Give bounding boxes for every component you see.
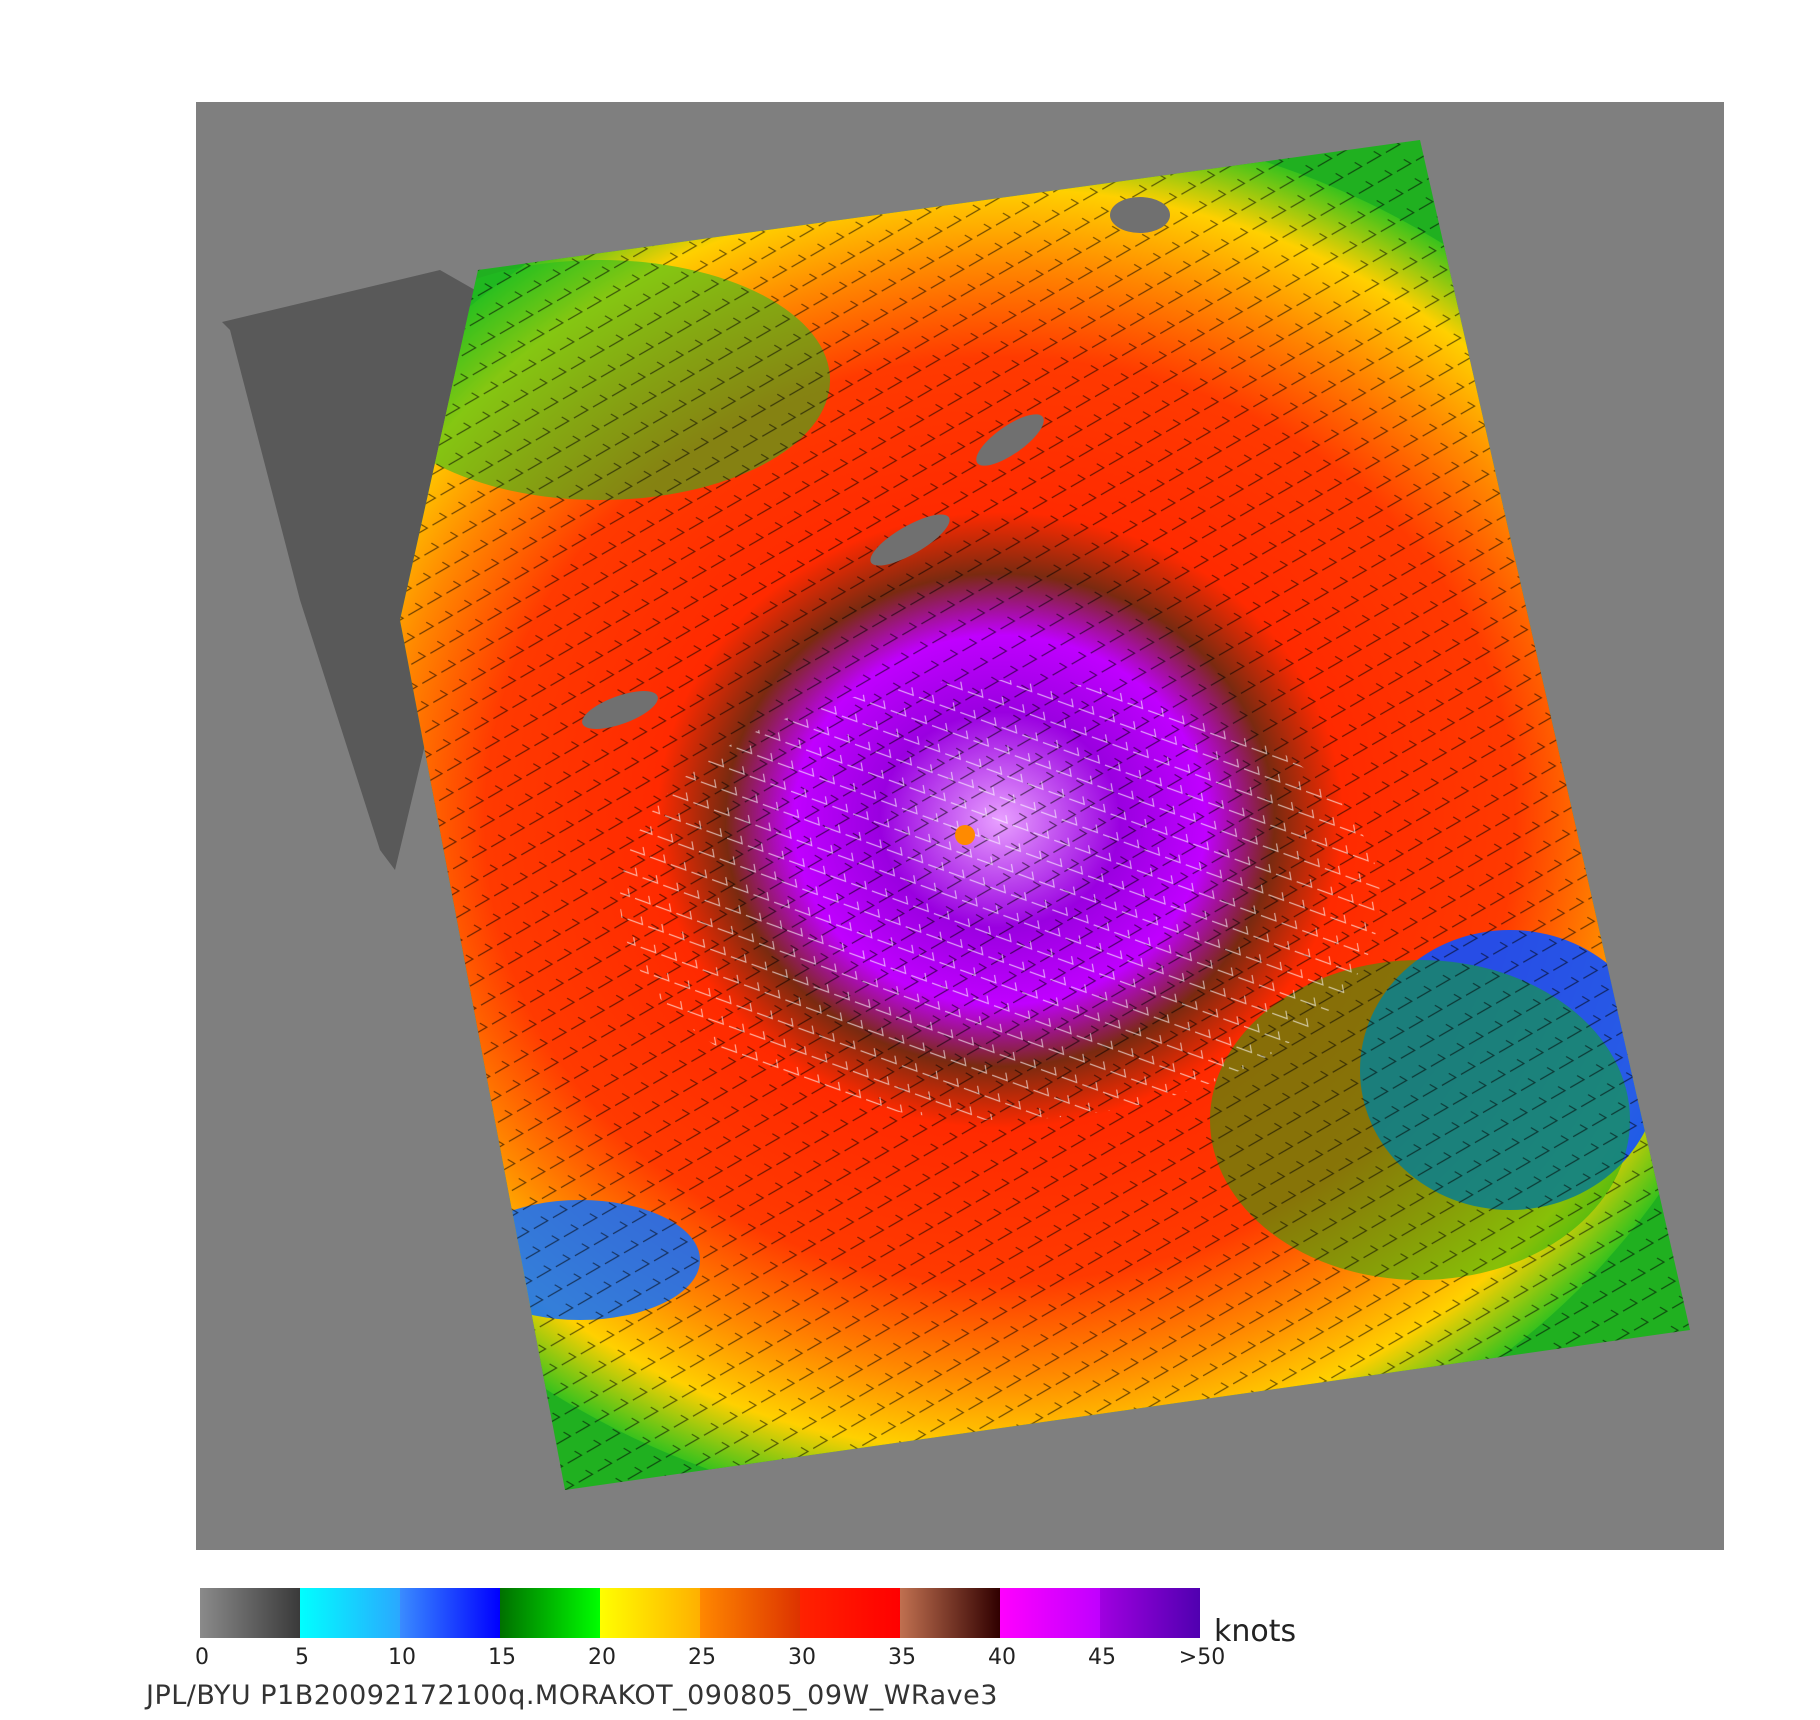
footer-label: JPL/BYU P1B20092172100q.MORAKOT_090805_0… <box>146 1680 998 1711</box>
colorbar-segment <box>300 1588 400 1638</box>
colorbar-segment <box>700 1588 800 1638</box>
colorbar-segment <box>600 1588 700 1638</box>
colorbar <box>200 1588 1207 1638</box>
colorbar-tick-label: 0 <box>195 1645 209 1670</box>
colorbar-segment <box>400 1588 500 1638</box>
colorbar-segment <box>500 1588 600 1638</box>
colorbar-tick-label: 35 <box>888 1645 916 1670</box>
colorbar-tick-label: >50 <box>1178 1645 1226 1670</box>
colorbar-segment <box>1100 1588 1200 1638</box>
colorbar-tick-label: 15 <box>488 1645 516 1670</box>
land-region <box>222 270 475 870</box>
colorbar-segment <box>800 1588 900 1638</box>
storm-eye <box>955 825 975 845</box>
land-patches <box>582 197 1170 729</box>
colorbar-tick-label: 20 <box>588 1645 616 1670</box>
colorbar-tick-label: 25 <box>688 1645 716 1670</box>
colorbar-tick-label: 45 <box>1088 1645 1116 1670</box>
colorbar-tick-label: 40 <box>988 1645 1016 1670</box>
colorbar-tick-label: 10 <box>388 1645 416 1670</box>
colorbar-segment <box>200 1588 300 1638</box>
colorbar-segment <box>900 1588 1000 1638</box>
wind-speed-field <box>400 140 1690 1490</box>
colorbar-units: knots <box>1214 1614 1297 1649</box>
colorbar-segment <box>1000 1588 1100 1638</box>
colorbar-tick-label: 30 <box>788 1645 816 1670</box>
colorbar-tick-label: 5 <box>295 1645 309 1670</box>
